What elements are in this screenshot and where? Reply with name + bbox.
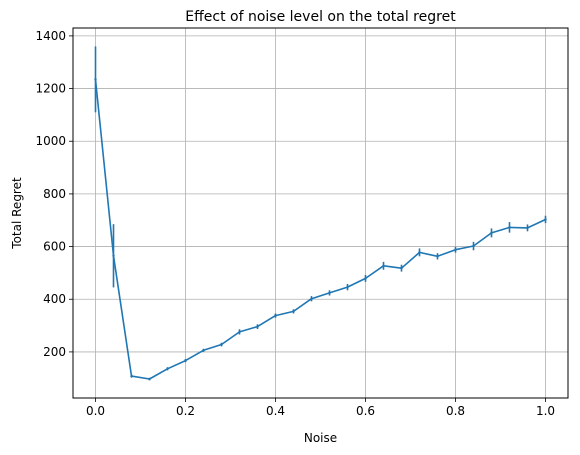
y-tick-label: 800 (43, 187, 66, 201)
data-point (400, 266, 403, 270)
grid-lines (73, 28, 568, 398)
data-point (454, 248, 457, 251)
x-axis-ticks: 0.0 0.2 0.4 0.6 0.8 1.0 (86, 398, 555, 418)
data-point (436, 255, 439, 258)
data-point (112, 254, 115, 257)
data-point (220, 343, 223, 346)
data-point (94, 78, 97, 81)
y-tick-label: 400 (43, 292, 66, 306)
data-point (202, 349, 205, 352)
y-tick-label: 1200 (35, 82, 66, 96)
x-axis-label: Noise (304, 431, 337, 445)
x-tick-label: 0.8 (446, 404, 465, 418)
data-point (238, 330, 241, 334)
data-point (166, 367, 169, 370)
data-point (490, 231, 493, 235)
data-point (184, 359, 187, 362)
data-point (310, 297, 313, 300)
y-tick-label: 1000 (35, 134, 66, 148)
data-point (472, 244, 475, 248)
x-tick-label: 0.6 (356, 404, 375, 418)
y-axis-label: Total Regret (10, 177, 24, 250)
x-tick-label: 0.0 (86, 404, 105, 418)
x-tick-label: 0.2 (176, 404, 195, 418)
data-point (256, 325, 259, 328)
data-point (346, 285, 349, 289)
y-tick-label: 600 (43, 240, 66, 254)
y-tick-label: 200 (43, 345, 66, 359)
data-point (382, 264, 385, 268)
data-point (508, 226, 511, 229)
chart-title: Effect of noise level on the total regre… (185, 9, 456, 25)
data-series-line (94, 79, 546, 380)
plot-frame (72, 27, 569, 399)
data-point (148, 377, 151, 381)
data-point (292, 310, 295, 313)
data-point (364, 277, 367, 280)
data-point (526, 226, 529, 230)
data-point (418, 251, 421, 254)
data-point (130, 374, 133, 378)
data-point (274, 314, 277, 317)
data-point (544, 218, 547, 221)
y-tick-label: 1400 (35, 29, 66, 43)
y-axis-ticks: 200 400 600 800 1000 1200 1400 (35, 29, 73, 359)
series-layer (94, 78, 547, 381)
x-tick-label: 0.4 (266, 404, 285, 418)
data-point (328, 291, 331, 295)
x-tick-label: 1.0 (536, 404, 555, 418)
